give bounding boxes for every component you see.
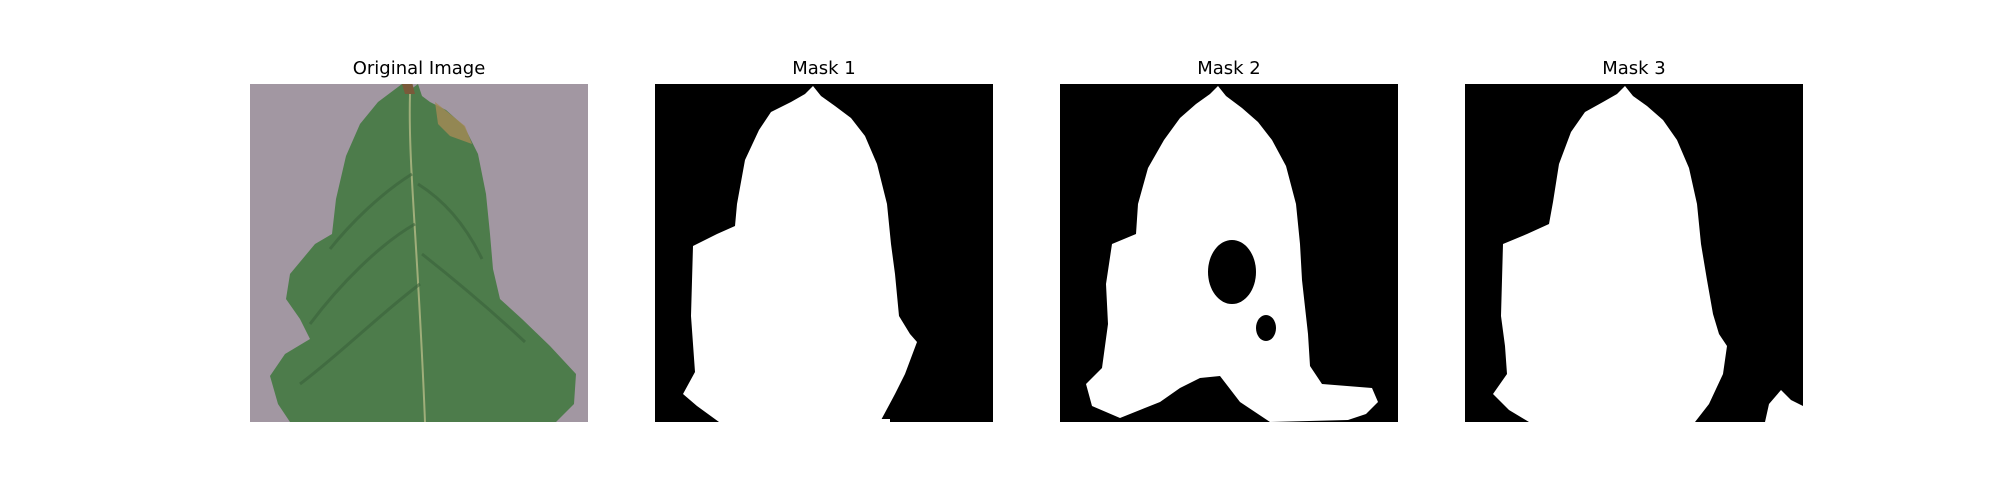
panel-title-mask-3: Mask 3 [1602,58,1666,79]
panel-mask-2: Mask 2 [1060,58,1398,422]
panel-title-mask-1: Mask 1 [792,58,856,79]
panel-title-original: Original Image [352,58,486,79]
panel-mask-1: Mask 1 [655,58,993,422]
mask-3-image [1465,84,1803,422]
panel-mask-3: Mask 3 [1465,58,1803,422]
leaf-photo [250,84,588,422]
mask-1-image [655,84,993,422]
panel-original-image: Original Image [250,58,588,422]
mask-2-image [1060,84,1398,422]
panel-title-mask-2: Mask 2 [1197,58,1261,79]
